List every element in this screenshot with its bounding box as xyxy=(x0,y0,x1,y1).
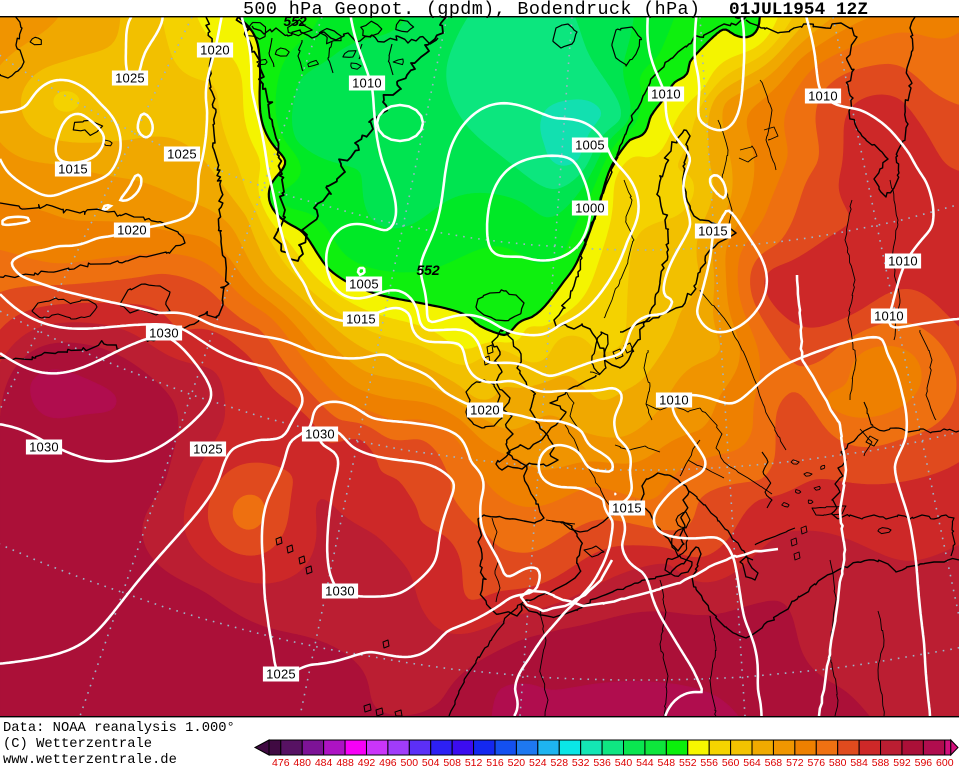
svg-text:1025: 1025 xyxy=(167,147,197,162)
svg-text:572: 572 xyxy=(786,757,804,769)
svg-text:476: 476 xyxy=(272,757,290,769)
svg-text:528: 528 xyxy=(551,757,569,769)
svg-text:Data: NOAA reanalysis 1.000°: Data: NOAA reanalysis 1.000° xyxy=(3,720,235,736)
svg-text:576: 576 xyxy=(808,757,826,769)
svg-text:540: 540 xyxy=(615,757,633,769)
svg-text:480: 480 xyxy=(293,757,311,769)
svg-text:1010: 1010 xyxy=(352,76,382,91)
svg-text:520: 520 xyxy=(508,757,526,769)
svg-text:592: 592 xyxy=(893,757,911,769)
svg-text:536: 536 xyxy=(593,757,611,769)
svg-text:552: 552 xyxy=(283,13,307,29)
svg-text:504: 504 xyxy=(422,757,440,769)
svg-text:1030: 1030 xyxy=(149,326,179,341)
svg-text:1020: 1020 xyxy=(200,43,230,58)
svg-text:488: 488 xyxy=(336,757,354,769)
svg-text:544: 544 xyxy=(636,757,654,769)
svg-text:484: 484 xyxy=(315,757,333,769)
svg-text:584: 584 xyxy=(850,757,868,769)
svg-text:01JUL1954 12Z: 01JUL1954 12Z xyxy=(729,0,868,20)
svg-text:552: 552 xyxy=(416,262,440,278)
svg-text:1025: 1025 xyxy=(115,71,145,86)
svg-text:500: 500 xyxy=(401,757,419,769)
svg-text:1030: 1030 xyxy=(325,584,355,599)
svg-text:548: 548 xyxy=(658,757,676,769)
svg-text:560: 560 xyxy=(722,757,740,769)
svg-text:588: 588 xyxy=(872,757,890,769)
svg-text:1000: 1000 xyxy=(575,201,605,216)
svg-text:1005: 1005 xyxy=(349,277,379,292)
svg-text:www.wetterzentrale.de: www.wetterzentrale.de xyxy=(3,752,177,768)
svg-text:552: 552 xyxy=(679,757,697,769)
svg-text:600: 600 xyxy=(936,757,954,769)
svg-text:568: 568 xyxy=(765,757,783,769)
svg-text:1025: 1025 xyxy=(193,442,223,457)
svg-text:596: 596 xyxy=(915,757,933,769)
svg-text:1030: 1030 xyxy=(29,440,59,455)
svg-text:1015: 1015 xyxy=(698,224,728,239)
svg-text:580: 580 xyxy=(829,757,847,769)
svg-text:492: 492 xyxy=(358,757,376,769)
svg-text:1020: 1020 xyxy=(117,223,147,238)
svg-text:516: 516 xyxy=(486,757,504,769)
svg-text:556: 556 xyxy=(700,757,718,769)
svg-text:(C) Wetterzentrale: (C) Wetterzentrale xyxy=(3,736,152,752)
svg-text:508: 508 xyxy=(443,757,461,769)
svg-text:1025: 1025 xyxy=(266,667,296,682)
svg-text:1010: 1010 xyxy=(888,254,918,269)
svg-text:1015: 1015 xyxy=(58,162,88,177)
svg-text:1020: 1020 xyxy=(470,403,500,418)
svg-text:1010: 1010 xyxy=(651,87,681,102)
svg-text:1010: 1010 xyxy=(659,393,689,408)
svg-text:512: 512 xyxy=(465,757,483,769)
svg-text:1015: 1015 xyxy=(346,312,376,327)
svg-text:500 hPa Geopot. (gpdm), Bodend: 500 hPa Geopot. (gpdm), Bodendruck (hPa) xyxy=(243,0,700,20)
svg-text:1015: 1015 xyxy=(612,501,642,516)
svg-text:532: 532 xyxy=(572,757,590,769)
svg-text:496: 496 xyxy=(379,757,397,769)
svg-text:524: 524 xyxy=(529,757,547,769)
svg-text:564: 564 xyxy=(743,757,761,769)
svg-text:1010: 1010 xyxy=(808,89,838,104)
svg-text:1010: 1010 xyxy=(874,309,904,324)
svg-text:1005: 1005 xyxy=(575,138,605,153)
svg-text:1030: 1030 xyxy=(305,427,335,442)
